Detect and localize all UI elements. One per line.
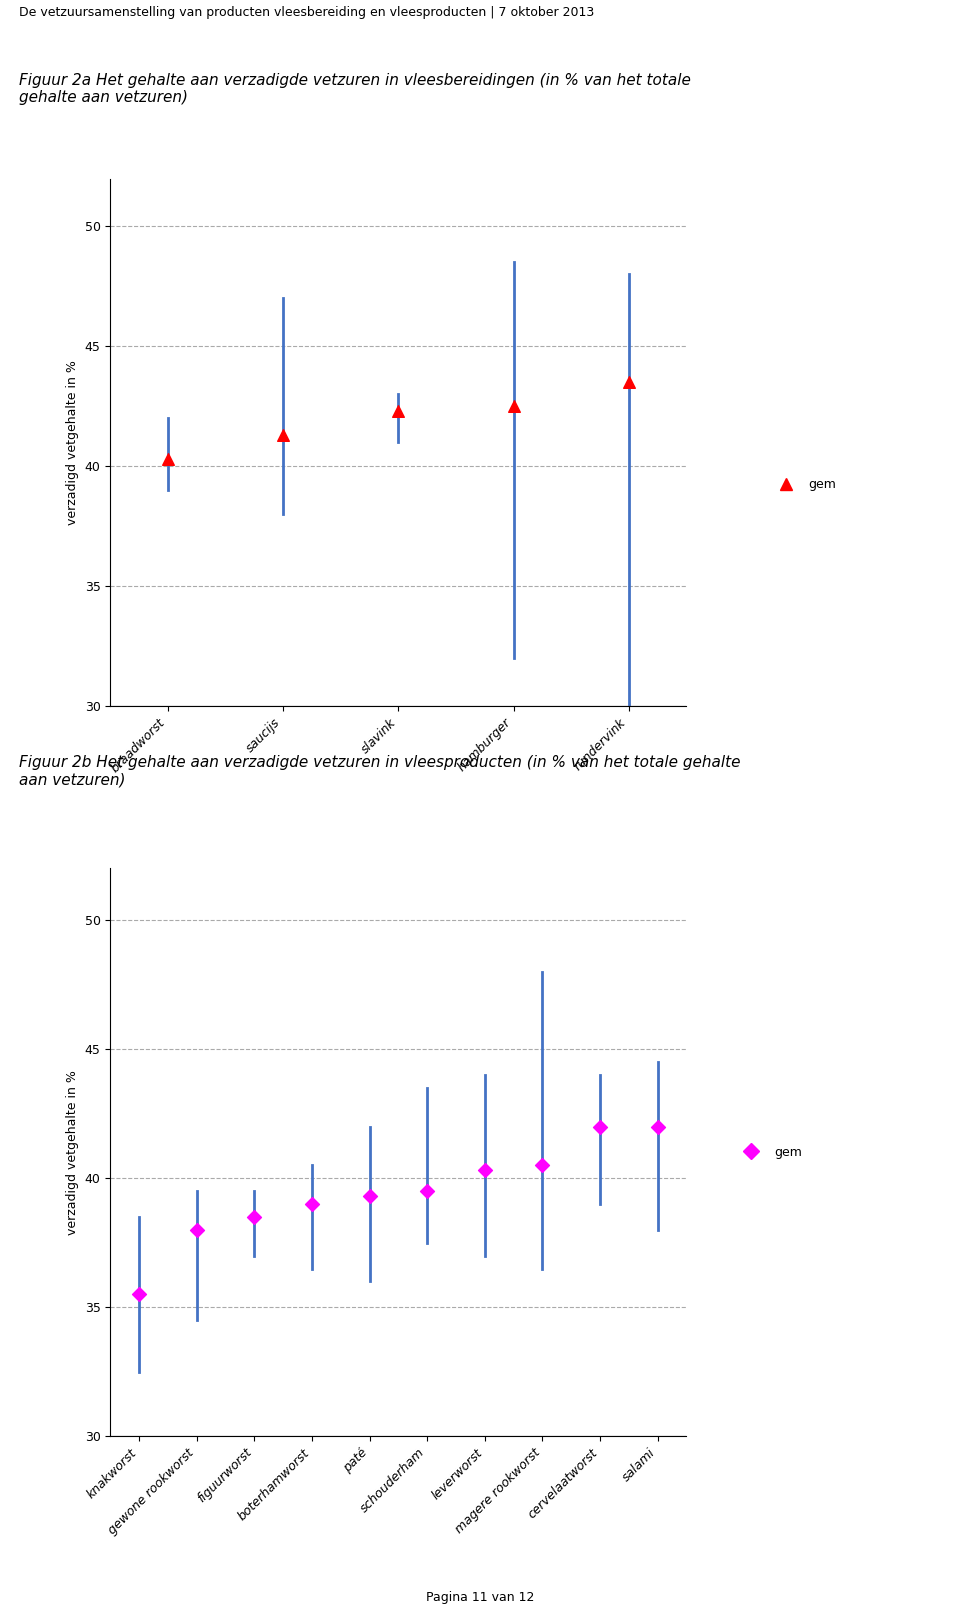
Point bbox=[506, 393, 521, 419]
Point bbox=[189, 1217, 204, 1243]
Y-axis label: verzadigd vetgehalte in %: verzadigd vetgehalte in % bbox=[66, 1070, 79, 1235]
Y-axis label: verzadigd vetgehalte in %: verzadigd vetgehalte in % bbox=[66, 360, 79, 524]
Point bbox=[362, 1183, 377, 1209]
Point bbox=[621, 370, 636, 396]
Point bbox=[304, 1191, 320, 1217]
Legend: gem: gem bbox=[734, 1141, 806, 1164]
Point bbox=[535, 1152, 550, 1178]
Point bbox=[276, 422, 291, 448]
Text: Figuur 2a Het gehalte aan verzadigde vetzuren in vleesbereidingen (in % van het : Figuur 2a Het gehalte aan verzadigde vet… bbox=[19, 73, 691, 105]
Point bbox=[391, 398, 406, 424]
Text: De vetzuursamenstelling van producten vleesbereiding en vleesproducten | 7 oktob: De vetzuursamenstelling van producten vl… bbox=[19, 5, 594, 19]
Point bbox=[247, 1204, 262, 1230]
Point bbox=[650, 1113, 665, 1139]
Point bbox=[420, 1178, 435, 1204]
Legend: gem: gem bbox=[769, 472, 841, 497]
Point bbox=[132, 1282, 147, 1308]
Text: Figuur 2b Het gehalte aan verzadigde vetzuren in vleesproducten (in % van het to: Figuur 2b Het gehalte aan verzadigde vet… bbox=[19, 755, 741, 787]
Text: Pagina 11 van 12: Pagina 11 van 12 bbox=[426, 1591, 534, 1604]
Point bbox=[592, 1113, 608, 1139]
Point bbox=[477, 1157, 492, 1183]
Point bbox=[160, 446, 176, 472]
